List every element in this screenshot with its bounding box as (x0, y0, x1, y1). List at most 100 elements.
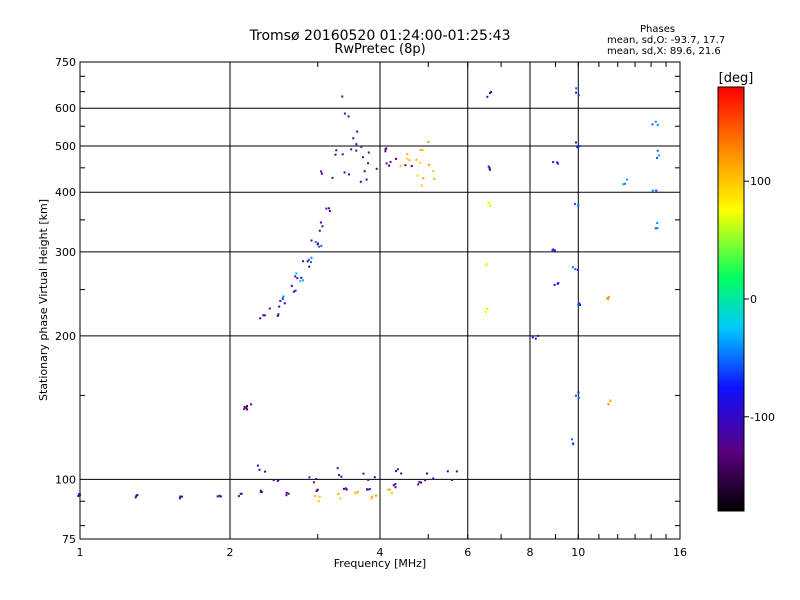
data-point (572, 443, 575, 446)
data-point (295, 272, 298, 275)
data-point (277, 313, 280, 316)
data-point (256, 464, 259, 467)
data-point (577, 94, 580, 97)
data-point (371, 495, 374, 498)
data-point (415, 158, 418, 161)
data-point (556, 161, 559, 164)
data-point (553, 249, 556, 252)
x-tick-label: 10 (571, 546, 585, 559)
data-point (308, 476, 311, 479)
data-point (609, 400, 612, 403)
data-point (281, 298, 284, 300)
data-point (219, 495, 222, 498)
x-tick-label: 8 (527, 546, 534, 559)
data-point (359, 180, 362, 183)
data-point (395, 157, 397, 160)
data-point (419, 149, 422, 152)
data-point (181, 495, 183, 498)
data-point (318, 229, 321, 232)
data-points (77, 87, 661, 503)
data-point (262, 314, 265, 317)
data-point (388, 164, 390, 167)
data-point (489, 204, 492, 207)
data-point (384, 150, 387, 153)
data-point (553, 283, 556, 286)
data-point (318, 245, 321, 248)
data-point (551, 249, 554, 252)
data-point (395, 470, 397, 473)
stats-header: Phases (640, 24, 675, 35)
data-point (488, 167, 491, 170)
data-point (336, 467, 339, 470)
data-point (571, 438, 574, 441)
data-point (296, 277, 299, 280)
data-point (422, 177, 425, 180)
data-point (315, 490, 318, 492)
data-point (420, 481, 422, 484)
data-point (237, 495, 240, 498)
data-point (576, 268, 579, 271)
data-point (363, 170, 366, 173)
data-point (331, 176, 334, 179)
data-point (577, 391, 580, 394)
data-point (356, 491, 359, 493)
data-point (577, 304, 580, 307)
data-point (290, 284, 293, 287)
data-point (347, 115, 350, 118)
data-point (406, 152, 409, 155)
data-point (488, 202, 491, 205)
data-point (410, 165, 413, 167)
data-point (317, 500, 320, 503)
data-point (348, 173, 350, 176)
data-point (552, 161, 555, 164)
data-point (574, 203, 576, 206)
data-point (341, 95, 344, 98)
data-point (243, 405, 246, 408)
data-point (626, 178, 629, 181)
data-point (385, 162, 388, 165)
data-point (285, 491, 288, 494)
data-point (623, 182, 626, 185)
data-point (421, 149, 424, 152)
data-point (368, 488, 371, 491)
data-point (268, 307, 271, 310)
data-point (575, 141, 577, 144)
data-point (574, 268, 577, 271)
data-point (218, 494, 221, 497)
data-point (487, 201, 490, 204)
data-point (316, 488, 319, 491)
data-point (310, 256, 313, 259)
y-axis-label: Stationary phase Virtual Height [km] (37, 199, 50, 401)
data-point (607, 298, 610, 301)
data-point (319, 221, 322, 224)
data-point (308, 265, 311, 268)
data-point (276, 314, 279, 317)
data-point (314, 495, 317, 498)
data-point (388, 488, 391, 491)
data-point (373, 476, 376, 479)
colorbar-tick-label: -100 (750, 411, 775, 424)
data-point (654, 120, 657, 123)
data-point (339, 497, 342, 500)
data-point (394, 486, 397, 489)
data-point (389, 160, 392, 163)
colorbar-ticks: 100 0 -100 (744, 175, 775, 424)
data-point (258, 468, 261, 471)
data-point (536, 334, 539, 337)
colorbar-tick-label: 0 (750, 293, 757, 306)
data-point (455, 470, 458, 473)
data-point (320, 244, 323, 247)
data-point (301, 279, 304, 282)
data-point (656, 149, 659, 152)
data-point (356, 130, 359, 133)
data-point (342, 487, 345, 490)
data-point (338, 474, 340, 477)
data-point (651, 123, 654, 126)
data-point (250, 403, 253, 406)
data-point (574, 394, 577, 397)
x-tick-label: 1 (77, 546, 84, 559)
data-point (396, 468, 399, 471)
data-point (656, 156, 659, 159)
colorbar (717, 86, 745, 512)
data-point (245, 407, 248, 410)
